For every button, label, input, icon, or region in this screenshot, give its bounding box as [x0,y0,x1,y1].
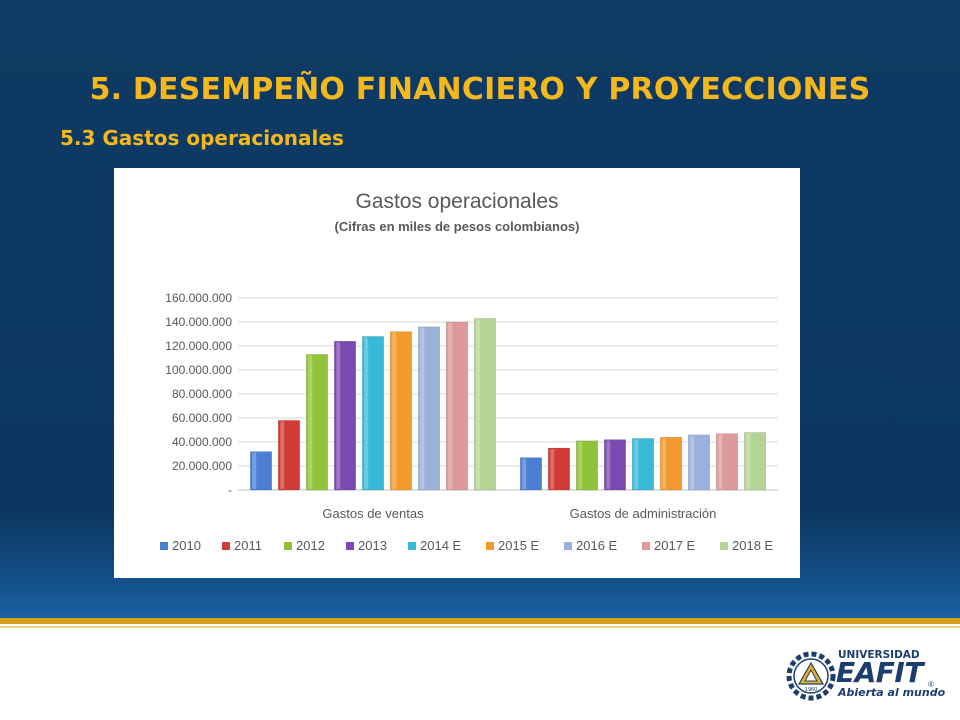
legend-label: 2016 E [576,538,618,553]
gridlines [238,297,778,491]
legend-swatch [160,542,168,550]
legend-swatch [486,542,494,550]
legend-label: 2012 [296,538,325,553]
bar [660,436,682,491]
legend-swatch [222,542,230,550]
bar-highlight [476,319,481,489]
slide-title: 5. DESEMPEÑO FINANCIERO Y PROYECCIONES [89,72,871,107]
bar [418,326,440,491]
logo-registered-mark: ® [928,680,934,689]
slide-subtitle: 5.3 Gastos operacionales [60,126,344,150]
bar-highlight [280,421,285,489]
bar-highlight [634,439,639,489]
y-tick-label: 20.000.000 [172,459,232,473]
seal-year: 1960 [805,687,818,693]
y-tick-label: 140.000.000 [165,315,232,329]
y-tick-label: - [228,483,232,497]
bar-highlight [746,433,751,489]
legend-label: 2010 [172,538,201,553]
bar [716,433,738,491]
legend-label: 2011 [234,538,262,553]
y-tick-label: 120.000.000 [165,339,232,353]
eafit-seal-icon: 1960 [786,651,836,701]
logo-university-label: UNIVERSIDAD [838,649,920,661]
logo-tagline: Abierta al mundo [838,686,946,699]
x-category-label: Gastos de administración [570,506,717,521]
thin-divider [0,626,960,628]
legend-label: 2017 E [654,538,696,553]
bar-highlight [606,440,611,489]
legend-label: 2013 [358,538,387,553]
y-tick-label: 60.000.000 [172,411,232,425]
legend-swatch [720,542,728,550]
y-tick-label: 80.000.000 [172,387,232,401]
bar [688,434,710,491]
bar-highlight [550,449,555,489]
bar-highlight [364,337,369,489]
legend: 2010 2011 2012 2013 2014 E 2015 E 2016 E 2017 E… [160,538,774,553]
logo-eafit-wordmark: EAFIT [836,656,923,689]
bar-highlight [578,441,583,489]
y-tick-label: 40.000.000 [172,435,232,449]
bar [278,420,300,491]
y-axis-tick-labels: - 20.000.000 40.000.000 60.000.000 80.000.00… [165,291,232,497]
chart-panel: Gastos operacionales (Cifras en miles de… [114,168,800,578]
bar-chart: Gastos operacionales (Cifras en miles de… [160,190,778,553]
legend-swatch [408,542,416,550]
chart-title: Gastos operacionales [355,190,558,213]
bar [474,318,496,491]
bars [250,318,766,491]
bar [744,432,766,491]
bar-highlight [448,323,453,489]
bar-highlight [522,458,527,489]
gold-divider [0,618,960,624]
bar [520,457,542,491]
bar [334,340,356,491]
bar [250,451,272,491]
legend-swatch [564,542,572,550]
bar-highlight [392,332,397,489]
x-axis-category-labels: Gastos de ventas Gastos de administración [322,506,716,521]
legend-swatch [284,542,292,550]
x-category-label: Gastos de ventas [322,506,424,521]
legend-label: 2014 E [420,538,462,553]
bar [306,354,328,491]
legend-swatch [346,542,354,550]
bar-highlight [718,434,723,489]
bar-highlight [308,355,313,489]
bar [576,440,598,491]
bar-highlight [662,438,667,489]
bar [632,438,654,491]
bar-highlight [252,452,257,489]
bar-highlight [690,435,695,489]
bar [390,331,412,491]
bar [362,336,384,491]
bar-highlight [336,342,341,489]
bar [446,321,468,491]
legend-swatch [642,542,650,550]
bar [548,447,570,491]
legend-label: 2015 E [498,538,540,553]
y-tick-label: 160.000.000 [165,291,232,305]
y-tick-label: 100.000.000 [165,363,232,377]
bar-highlight [420,327,425,489]
chart-subtitle: (Cifras en miles de pesos colombianos) [335,219,580,234]
bar [604,439,626,491]
legend-label: 2018 E [732,538,774,553]
